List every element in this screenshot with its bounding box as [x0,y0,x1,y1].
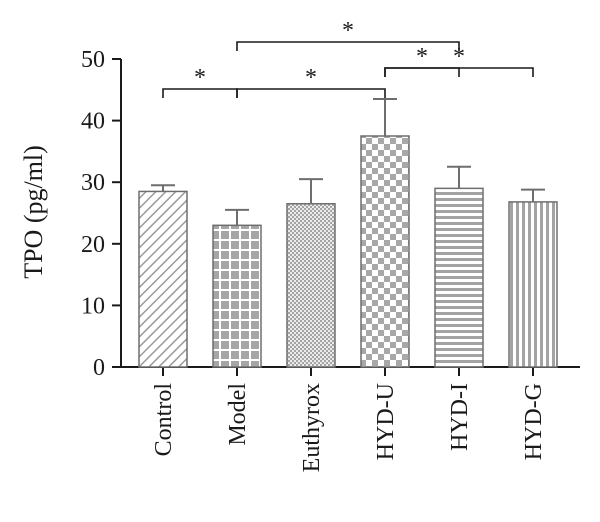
bar-euthyrox [286,203,336,368]
x-tick-label: Control [151,383,177,457]
significance-star: * [194,65,206,91]
y-axis-label: TPO (pg/ml) [19,145,48,279]
significance-star: * [342,18,354,44]
y-tick-label: 10 [81,293,105,319]
error-bars [151,98,545,226]
y-tick-label: 40 [81,109,105,135]
axes: 0 10 20 30 40 50 [81,47,580,381]
y-tick-label: 50 [81,47,105,73]
significance-star: * [453,44,465,70]
x-tick-label: HYD-G [521,383,547,460]
bar-control [138,190,188,368]
x-tick-label: Euthyrox [299,383,325,472]
bar-hyd-i [434,187,484,368]
significance-bracket [384,67,534,77]
significance-bracket [236,41,460,51]
y-tick-label: 30 [81,170,105,196]
significance-brackets: * * * * * [162,18,534,98]
significance-bracket [236,88,386,98]
bars [138,135,558,368]
x-tick-label: HYD-I [447,383,473,451]
bar-model [212,224,262,368]
x-tick-label: Model [225,383,251,446]
x-tick-label: HYD-U [373,383,399,460]
bar-hyd-g [508,201,558,368]
y-tick-label: 20 [81,232,105,258]
labels: TPO (pg/ml) Control Model Euthyrox HYD-U HYD… [19,145,547,472]
significance-star: * [305,65,317,91]
significance-star: * [416,44,428,70]
y-tick-label: 0 [93,355,105,381]
bar-hyd-u [360,135,410,368]
